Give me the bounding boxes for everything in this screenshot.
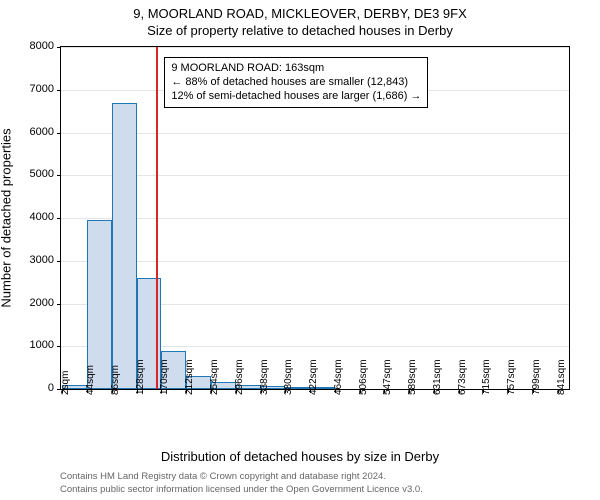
xtick-label: 86sqm <box>110 365 121 395</box>
property-size-histogram: 9, MOORLAND ROAD, MICKLEOVER, DERBY, DE3… <box>0 0 600 500</box>
xtick-label: 673sqm <box>457 359 468 395</box>
xtick-label: 212sqm <box>184 359 195 395</box>
xtick-label: 296sqm <box>234 359 245 395</box>
ytick-mark <box>57 261 61 262</box>
ytick-label: 0 <box>14 382 54 394</box>
credits-line-2: Contains public sector information licen… <box>60 484 423 496</box>
gridline <box>61 218 569 219</box>
property-marker-line <box>156 47 158 389</box>
xtick-label: 380sqm <box>283 359 294 395</box>
credits: Contains HM Land Registry data © Crown c… <box>60 471 423 496</box>
annotation-box: 9 MOORLAND ROAD: 163sqm← 88% of detached… <box>164 57 428 108</box>
histogram-bar <box>87 220 112 389</box>
ytick-mark <box>57 133 61 134</box>
annotation-line: 9 MOORLAND ROAD: 163sqm <box>171 62 421 76</box>
ytick-mark <box>57 175 61 176</box>
ytick-label: 5000 <box>14 168 54 180</box>
title-block: 9, MOORLAND ROAD, MICKLEOVER, DERBY, DE3… <box>0 6 600 38</box>
gridline <box>61 261 569 262</box>
xtick-label: 841sqm <box>556 359 567 395</box>
xtick-label: 799sqm <box>531 359 542 395</box>
x-axis-label: Distribution of detached houses by size … <box>0 449 600 464</box>
gridline <box>61 133 569 134</box>
xtick-label: 506sqm <box>358 359 369 395</box>
xtick-label: 715sqm <box>481 359 492 395</box>
annotation-line: 12% of semi-detached houses are larger (… <box>171 90 421 104</box>
histogram-bar <box>112 103 137 389</box>
title-subtitle: Size of property relative to detached ho… <box>0 23 600 38</box>
ytick-mark <box>57 304 61 305</box>
credits-line-1: Contains HM Land Registry data © Crown c… <box>60 471 423 483</box>
xtick-label: 422sqm <box>308 359 319 395</box>
xtick-label: 2sqm <box>60 371 71 395</box>
ytick-label: 7000 <box>14 83 54 95</box>
xtick-label: 338sqm <box>259 359 270 395</box>
xtick-label: 254sqm <box>209 359 220 395</box>
ytick-label: 1000 <box>14 339 54 351</box>
gridline <box>61 47 569 48</box>
xtick-label: 170sqm <box>159 359 170 395</box>
xtick-label: 757sqm <box>506 359 517 395</box>
xtick-label: 44sqm <box>85 365 96 395</box>
title-address: 9, MOORLAND ROAD, MICKLEOVER, DERBY, DE3… <box>0 6 600 21</box>
ytick-label: 8000 <box>14 40 54 52</box>
y-axis-label: Number of detached properties <box>0 128 14 307</box>
ytick-mark <box>57 346 61 347</box>
ytick-label: 2000 <box>14 297 54 309</box>
xtick-label: 589sqm <box>407 359 418 395</box>
xtick-label: 547sqm <box>382 359 393 395</box>
ytick-label: 4000 <box>14 211 54 223</box>
ytick-mark <box>57 90 61 91</box>
xtick-label: 128sqm <box>135 359 146 395</box>
plot-area: 9 MOORLAND ROAD: 163sqm← 88% of detached… <box>60 46 570 390</box>
ytick-label: 3000 <box>14 254 54 266</box>
xtick-label: 464sqm <box>333 359 344 395</box>
ytick-mark <box>57 47 61 48</box>
ytick-mark <box>57 218 61 219</box>
ytick-label: 6000 <box>14 126 54 138</box>
xtick-label: 631sqm <box>432 359 443 395</box>
gridline <box>61 175 569 176</box>
annotation-line: ← 88% of detached houses are smaller (12… <box>171 76 421 90</box>
